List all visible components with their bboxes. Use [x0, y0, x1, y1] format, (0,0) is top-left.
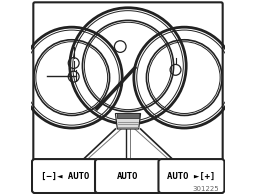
FancyBboxPatch shape [95, 159, 161, 193]
FancyBboxPatch shape [32, 159, 98, 193]
Text: AUTO ►[+]: AUTO ►[+] [167, 171, 216, 181]
FancyBboxPatch shape [158, 159, 225, 193]
FancyBboxPatch shape [33, 2, 223, 164]
Polygon shape [115, 113, 141, 129]
Text: AUTO: AUTO [117, 171, 139, 181]
Text: 301225: 301225 [193, 186, 219, 192]
Polygon shape [117, 113, 139, 118]
Text: [−]◄ AUTO: [−]◄ AUTO [41, 171, 89, 181]
